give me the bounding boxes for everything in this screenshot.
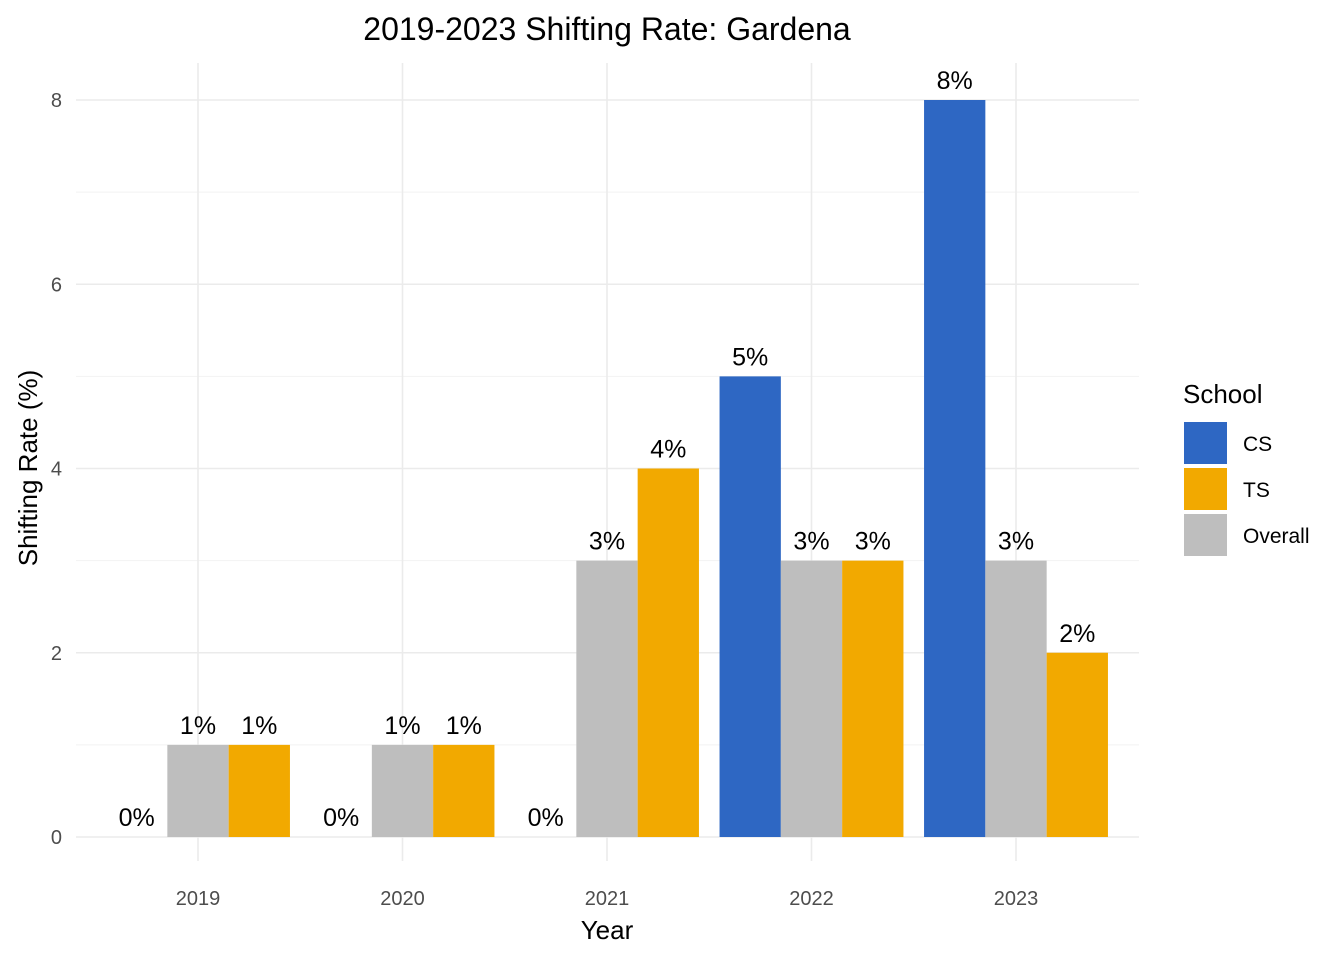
x-tick-label: 2020 (380, 888, 425, 910)
bar-value-label: 3% (793, 528, 829, 556)
y-tick-label: 2 (51, 643, 62, 665)
x-tick-label: 2021 (585, 888, 630, 910)
bar-value-label: 0% (323, 804, 359, 832)
legend-key-ts (1184, 468, 1227, 510)
bar-value-label: 2% (1059, 620, 1095, 648)
bar-value-label: 3% (589, 528, 625, 556)
legend-label-cs: CS (1243, 433, 1272, 456)
bar-value-label: 4% (650, 436, 686, 464)
x-tick-label: 2022 (789, 888, 834, 910)
legend-label-ts: TS (1243, 479, 1270, 502)
bar-value-label: 3% (998, 528, 1034, 556)
bar-labels: 0% 0% 0% 5% 8% 1% 1% 3% 3% 3% 1% 1% 4% 3% 2% (119, 67, 1096, 832)
legend-label-overall: Overall (1243, 525, 1310, 548)
y-tick-label: 6 (51, 274, 62, 296)
chart-title: 2019-2023 Shifting Rate: Gardena (363, 11, 851, 47)
bar-value-label: 1% (446, 712, 482, 740)
bar-overall-2019 (167, 744, 229, 837)
bar-ts-2023 (1046, 652, 1108, 837)
y-axis-tick-labels: 0 2 4 6 8 (51, 90, 62, 849)
legend-key-cs (1184, 422, 1227, 464)
x-axis-title: Year (581, 915, 634, 945)
bar-overall-2022 (780, 560, 843, 837)
x-axis-tick-labels: 2019 2020 2021 2022 2023 (176, 888, 1039, 910)
bar-value-label: 3% (855, 528, 891, 556)
bar-cs-2022 (719, 376, 781, 837)
bar-value-label: 5% (732, 343, 768, 371)
bar-ts-2021 (637, 468, 699, 837)
y-tick-label: 8 (51, 90, 62, 112)
bar-overall-2020 (371, 744, 434, 837)
legend: School CS TS Overall (1183, 379, 1310, 556)
x-tick-label: 2023 (994, 888, 1039, 910)
bar-value-label: 1% (180, 712, 216, 740)
bar-overall-2023 (985, 560, 1047, 837)
legend-title: School (1183, 379, 1263, 409)
bar-value-label: 8% (937, 67, 973, 95)
bar-ts-2019 (228, 744, 290, 837)
bar-ts-2020 (433, 744, 495, 837)
y-tick-label: 4 (51, 459, 62, 481)
legend-key-overall (1184, 514, 1227, 556)
bar-overall-2021 (576, 560, 638, 837)
bar-value-label: 0% (119, 804, 155, 832)
x-tick-label: 2019 (176, 888, 221, 910)
y-axis-title: Shifting Rate (%) (13, 370, 43, 567)
y-tick-label: 0 (51, 827, 62, 849)
bar-value-label: 1% (241, 712, 277, 740)
bar-ts-2022 (842, 560, 904, 837)
bar-value-label: 1% (384, 712, 420, 740)
bar-cs-2023 (924, 100, 986, 837)
bars (167, 100, 1108, 837)
bar-value-label: 0% (528, 804, 564, 832)
